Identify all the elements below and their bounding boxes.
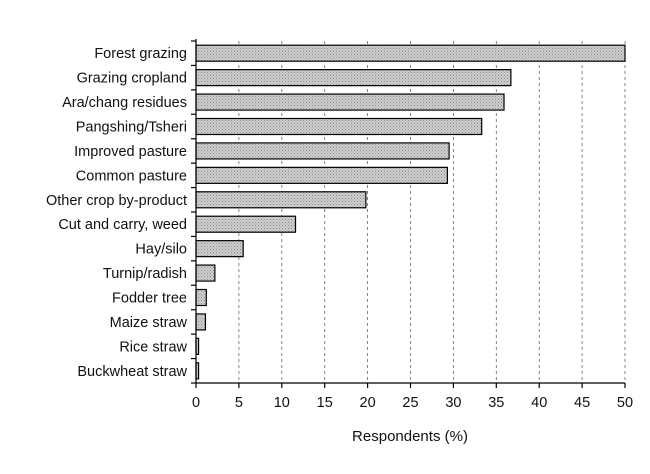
category-label: Rice straw: [119, 339, 187, 355]
bar-fodder-tree: [195, 288, 207, 307]
x-tick-label: 20: [360, 395, 376, 411]
x-tick-label: 35: [488, 395, 504, 411]
x-tick-labels: 0 5 10 15 20 25 30 35 40 45 50: [192, 395, 633, 411]
x-tick-label: 15: [317, 395, 333, 411]
bars: [195, 44, 626, 380]
bar-grazing-cropland: [195, 69, 512, 87]
category-label: Turnip/radish: [103, 266, 187, 282]
x-tick-label: 50: [617, 395, 633, 411]
bar-ara-chang-residues: [195, 93, 505, 111]
category-label: Buckwheat straw: [77, 364, 187, 380]
category-label: Common pasture: [76, 168, 187, 184]
category-label: Ara/chang residues: [62, 95, 187, 111]
x-tick-label: 45: [574, 395, 590, 411]
category-label: Maize straw: [110, 315, 188, 331]
category-label: Forest grazing: [94, 46, 187, 62]
x-tick-label: 30: [445, 395, 461, 411]
category-label: Grazing cropland: [77, 71, 187, 87]
axes: [191, 39, 626, 388]
category-label: Pangshing/Tsheri: [76, 120, 187, 136]
category-label: Fodder tree: [112, 291, 187, 307]
bar-other-crop-by-product: [195, 191, 367, 209]
x-axis-title: Respondents (%): [352, 428, 468, 445]
x-tick-label: 25: [402, 395, 418, 411]
bar-forest-grazing: [195, 44, 626, 62]
x-tick-label: 5: [235, 395, 243, 411]
category-label: Hay/silo: [135, 242, 187, 258]
x-tick-label: 40: [531, 395, 547, 411]
category-labels: Forest grazing Grazing cropland Ara/chang …: [46, 46, 188, 380]
x-tick-label: 10: [274, 395, 290, 411]
bar-turnip-radish: [195, 264, 216, 282]
bar-maize-straw: [195, 313, 207, 331]
category-label: Cut and carry, weed: [58, 217, 187, 233]
category-label: Other crop by-product: [46, 193, 187, 209]
bar-hay-silo: [195, 240, 244, 258]
x-tick-label: 0: [192, 395, 200, 411]
category-label: Improved pasture: [74, 144, 187, 160]
bar-cut-and-carry-weed: [195, 215, 297, 233]
bar-common-pasture: [195, 166, 448, 184]
bar-pangshing-tsheri: [195, 117, 483, 136]
bar-improved-pasture: [195, 142, 450, 160]
gridlines: [238, 41, 626, 383]
